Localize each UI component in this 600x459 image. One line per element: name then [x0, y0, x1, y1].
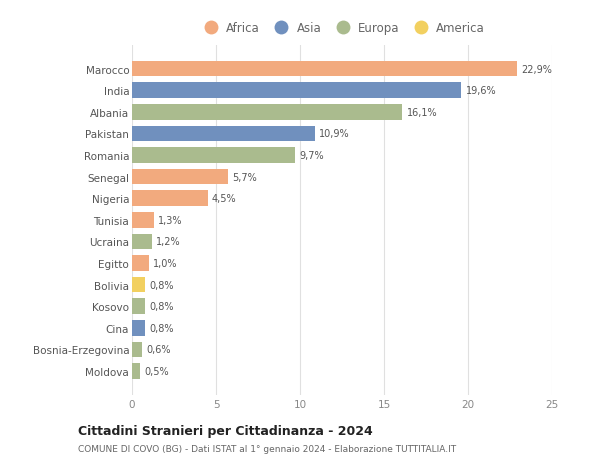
Text: 0,6%: 0,6% — [146, 345, 171, 354]
Text: 19,6%: 19,6% — [466, 86, 496, 96]
Bar — [132, 234, 152, 250]
Text: 10,9%: 10,9% — [319, 129, 350, 139]
Text: 1,3%: 1,3% — [158, 215, 182, 225]
Text: 1,2%: 1,2% — [157, 237, 181, 247]
Bar — [132, 169, 228, 185]
Bar — [132, 320, 145, 336]
Bar — [132, 342, 142, 358]
Bar — [132, 299, 145, 314]
Text: 0,5%: 0,5% — [145, 366, 169, 376]
Text: 5,7%: 5,7% — [232, 172, 257, 182]
Text: 4,5%: 4,5% — [212, 194, 236, 204]
Text: COMUNE DI COVO (BG) - Dati ISTAT al 1° gennaio 2024 - Elaborazione TUTTITALIA.IT: COMUNE DI COVO (BG) - Dati ISTAT al 1° g… — [78, 444, 456, 453]
Text: 9,7%: 9,7% — [299, 151, 324, 161]
Bar — [132, 105, 403, 120]
Bar — [132, 213, 154, 228]
Text: 0,8%: 0,8% — [149, 323, 174, 333]
Text: 16,1%: 16,1% — [407, 107, 437, 118]
Bar — [132, 126, 315, 142]
Bar — [132, 83, 461, 99]
Bar — [132, 62, 517, 77]
Text: 22,9%: 22,9% — [521, 65, 552, 74]
Bar — [132, 148, 295, 163]
Legend: Africa, Asia, Europa, America: Africa, Asia, Europa, America — [199, 22, 485, 35]
Bar — [132, 364, 140, 379]
Text: Cittadini Stranieri per Cittadinanza - 2024: Cittadini Stranieri per Cittadinanza - 2… — [78, 424, 373, 437]
Bar — [132, 277, 145, 293]
Text: 0,8%: 0,8% — [149, 280, 174, 290]
Bar — [132, 256, 149, 271]
Bar — [132, 191, 208, 207]
Text: 0,8%: 0,8% — [149, 302, 174, 312]
Text: 1,0%: 1,0% — [153, 258, 178, 269]
